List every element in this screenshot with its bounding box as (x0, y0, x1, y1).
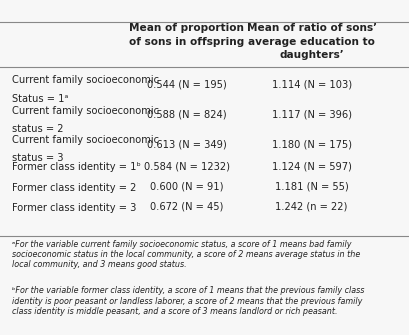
Text: 1.124 (N = 597): 1.124 (N = 597) (271, 161, 351, 172)
Text: Mean of proportion
of sons in offspring: Mean of proportion of sons in offspring (128, 23, 244, 47)
Text: 0.544 (N = 195): 0.544 (N = 195) (146, 80, 226, 90)
Text: 1.117 (N = 396): 1.117 (N = 396) (271, 110, 351, 120)
Text: 0.588 (N = 824): 0.588 (N = 824) (146, 110, 226, 120)
Text: 1.242 (n = 22): 1.242 (n = 22) (275, 202, 347, 212)
Text: 1.181 (N = 55): 1.181 (N = 55) (274, 182, 348, 192)
Text: 0.672 (N = 45): 0.672 (N = 45) (150, 202, 222, 212)
Text: 0.613 (N = 349): 0.613 (N = 349) (146, 139, 226, 149)
Text: 1.114 (N = 103): 1.114 (N = 103) (271, 80, 351, 90)
Text: Mean of ratio of sons’
average education to
daughters’: Mean of ratio of sons’ average education… (246, 23, 376, 60)
Text: 0.584 (N = 1232): 0.584 (N = 1232) (143, 161, 229, 172)
Text: Former class identity = 2: Former class identity = 2 (12, 183, 136, 193)
Text: 1.180 (N = 175): 1.180 (N = 175) (271, 139, 351, 149)
Text: Current family socioeconomic: Current family socioeconomic (12, 135, 159, 145)
Text: Current family socioeconomic: Current family socioeconomic (12, 106, 159, 116)
Text: ᵇFor the variable former class identity, a score of 1 means that the previous fa: ᵇFor the variable former class identity,… (12, 286, 364, 316)
Text: Current family socioeconomic: Current family socioeconomic (12, 75, 159, 85)
Text: Former class identity = 1ᵇ: Former class identity = 1ᵇ (12, 162, 141, 173)
Text: Former class identity = 3: Former class identity = 3 (12, 203, 136, 213)
Text: ᵃFor the variable current family socioeconomic status, a score of 1 means bad fa: ᵃFor the variable current family socioec… (12, 240, 360, 269)
Text: 0.600 (N = 91): 0.600 (N = 91) (149, 182, 223, 192)
Text: status = 2: status = 2 (12, 124, 64, 134)
Text: Status = 1ᵃ: Status = 1ᵃ (12, 94, 69, 104)
Text: status = 3: status = 3 (12, 153, 64, 163)
